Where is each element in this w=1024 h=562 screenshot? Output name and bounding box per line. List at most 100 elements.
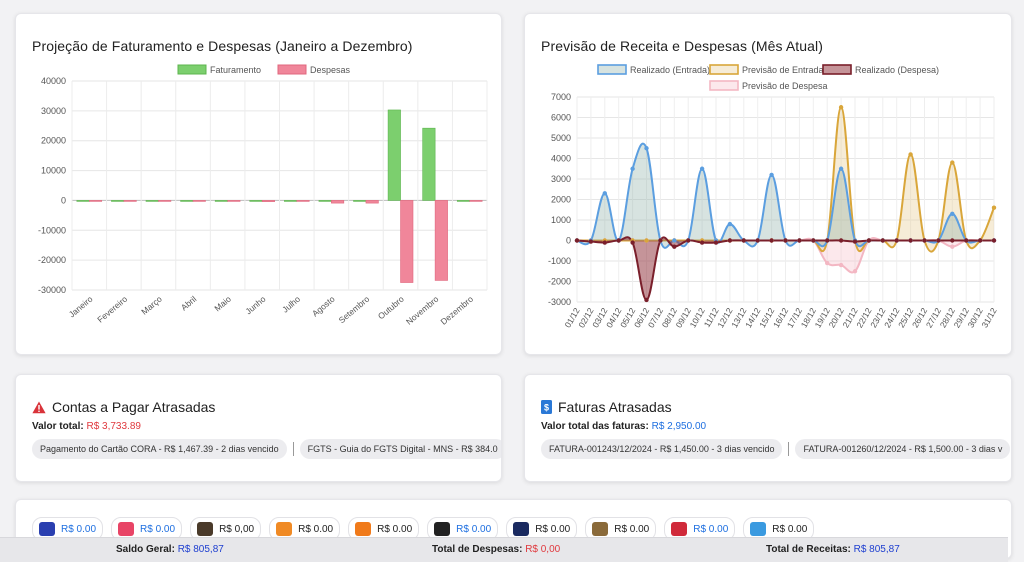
point-realizado-despesa-22-12	[866, 238, 872, 243]
x-tick-label: Agosto	[310, 294, 337, 319]
point-realizado-despesa-15-12	[769, 238, 774, 243]
contas-title-text: Contas a Pagar Atrasadas	[52, 399, 216, 415]
point-realizado-entrada-12-12	[727, 221, 733, 227]
point-realizado-despesa-06-12	[644, 297, 649, 303]
bank-balance-amount: R$ 0.00	[693, 523, 729, 535]
legend-swatch-despesas	[277, 64, 307, 75]
faturamento-despesas-card: Projeção de Faturamento e Despesas (Jane…	[15, 13, 502, 355]
receitas-value: R$ 805,87	[853, 544, 900, 555]
point-previsao-de-entrada-28-12	[950, 160, 955, 165]
legend-label-previsao-de-despesa: Previsão de Despesa	[742, 81, 828, 91]
warning-icon	[32, 401, 46, 413]
bank-balance-amount: R$ 0.00	[298, 523, 334, 535]
point-realizado-entrada-05-12	[630, 166, 635, 171]
y-tick-label: -1000	[548, 256, 571, 266]
totals-footer: Saldo Geral: R$ 805,87 Total de Despesas…	[0, 537, 1008, 562]
bank-balance-amount: R$ 0.00	[614, 523, 650, 535]
contas-list: Pagamento do Cartão CORA - R$ 1,467.39 -…	[32, 439, 501, 459]
y-tick-label: -30000	[38, 285, 66, 295]
bank-balance-amount: R$ 0.00	[772, 523, 808, 535]
conta-item[interactable]: FGTS - Guia do FGTS Digital - MNS - R$ 3…	[299, 439, 501, 459]
invoice-icon: $	[541, 400, 552, 414]
point-previsao-de-despesa-20-12	[838, 262, 844, 268]
legend-label-faturamento: Faturamento	[210, 65, 261, 75]
bar-despesas-outubro	[400, 200, 414, 283]
point-realizado-despesa-11-12	[713, 240, 719, 245]
bank-logo-icon	[513, 522, 530, 536]
saldo-geral: Saldo Geral: R$ 805,87	[116, 544, 224, 555]
x-tick-label: Junho	[243, 294, 267, 317]
bank-logo-icon	[671, 522, 688, 536]
y-tick-label: 0	[566, 236, 571, 246]
contas-valor: Valor total: R$ 3,733.89	[32, 421, 141, 432]
point-realizado-despesa-30-12	[977, 238, 983, 243]
point-realizado-despesa-02-12	[588, 239, 594, 244]
bank-balance-amount: R$ 0.00	[535, 523, 571, 535]
bar-faturamento-marco	[145, 200, 159, 202]
bar-despesas-janeiro	[88, 200, 103, 202]
x-tick-label: Março	[139, 294, 164, 317]
point-realizado-entrada-10-12	[699, 166, 705, 171]
y-tick-label: 30000	[41, 106, 66, 116]
legend-label-realizado-entrada: Realizado (Entrada)	[630, 65, 710, 75]
svg-text:$: $	[544, 403, 549, 413]
y-tick-label: 3000	[551, 174, 571, 184]
point-realizado-despesa-31-12	[991, 238, 997, 243]
faturamento-despesas-chart: Faturamento Despesas 40000 30000 20000 10000 0…	[38, 64, 488, 327]
point-realizado-despesa-24-12	[894, 238, 899, 243]
point-realizado-despesa-19-12	[825, 238, 830, 243]
bar-faturamento-outubro	[387, 109, 401, 201]
faturas-valor-label: Valor total das faturas:	[541, 421, 649, 432]
bar-despesas-junho	[261, 200, 275, 202]
point-realizado-entrada-06-12	[644, 146, 649, 151]
bar-despesas-fevereiro	[123, 200, 137, 202]
bank-balance-amount: R$ 0.00	[61, 523, 97, 535]
y-tick-label: 4000	[551, 154, 571, 164]
faturas-title-text: Faturas Atrasadas	[558, 399, 672, 415]
y-tick-label: -10000	[38, 225, 66, 235]
point-previsao-de-despesa-21-12	[852, 269, 858, 274]
bar-despesas-julho	[296, 200, 310, 202]
point-realizado-despesa-21-12	[852, 239, 858, 244]
bank-balance-amount: R$ 0.00	[140, 523, 176, 535]
x-tick-label: Janeiro	[67, 294, 95, 320]
x-tick-label: Novembro	[404, 294, 441, 327]
point-realizado-entrada-03-12	[602, 191, 607, 196]
faturas-title: $ Faturas Atrasadas	[541, 399, 672, 415]
bar-despesas-agosto	[331, 200, 345, 204]
saldo-value: R$ 805,87	[177, 544, 224, 555]
bar-faturamento-abril	[180, 200, 194, 202]
y-tick-label: 5000	[551, 133, 571, 143]
point-realizado-despesa-13-12	[741, 238, 746, 243]
bar-faturamento-junho	[249, 200, 263, 202]
total-despesas: Total de Despesas: R$ 0,00	[432, 544, 560, 555]
bar-faturamento-julho	[284, 200, 298, 202]
fatura-item[interactable]: FATURA-001260/12/2024 - R$ 1,500.00 - 3 …	[795, 439, 1011, 459]
y-tick-label: 6000	[551, 113, 571, 123]
point-realizado-despesa-26-12	[922, 238, 927, 243]
divider	[788, 442, 790, 456]
point-realizado-despesa-07-12	[658, 238, 663, 243]
point-realizado-despesa-23-12	[880, 238, 885, 243]
x-tick-label: 31/12	[979, 306, 998, 330]
fatura-item[interactable]: FATURA-001243/12/2024 - R$ 1,450.00 - 3 …	[541, 439, 783, 459]
y-tick-label: -20000	[38, 255, 66, 265]
y-tick-label: 7000	[551, 92, 571, 102]
point-previsao-de-entrada-25-12	[908, 152, 913, 157]
x-tick-label: Julho	[280, 294, 302, 315]
previsao-receita-despesas-chart: Realizado (Entrada) Previsão de Entrada Re…	[548, 64, 999, 330]
divider	[292, 442, 294, 456]
bank-logo-icon	[750, 522, 767, 536]
point-realizado-despesa-09-12	[686, 238, 691, 243]
point-realizado-despesa-01-12	[574, 238, 580, 243]
wallet-icon	[197, 522, 214, 536]
contas-valor-amount: R$ 3,733.89	[86, 421, 141, 432]
contas-title: Contas a Pagar Atrasadas	[32, 399, 215, 415]
point-realizado-despesa-25-12	[908, 238, 913, 243]
faturas-atrasadas-card: $ Faturas Atrasadas Valor total das fatu…	[524, 374, 1012, 482]
point-realizado-entrada-15-12	[769, 172, 774, 178]
conta-item[interactable]: Pagamento do Cartão CORA - R$ 1,467.39 -…	[32, 439, 287, 459]
bar-faturamento-fevereiro	[111, 200, 125, 202]
total-receitas: Total de Receitas: R$ 805,87	[766, 544, 900, 555]
receitas-label: Total de Receitas:	[766, 544, 851, 555]
